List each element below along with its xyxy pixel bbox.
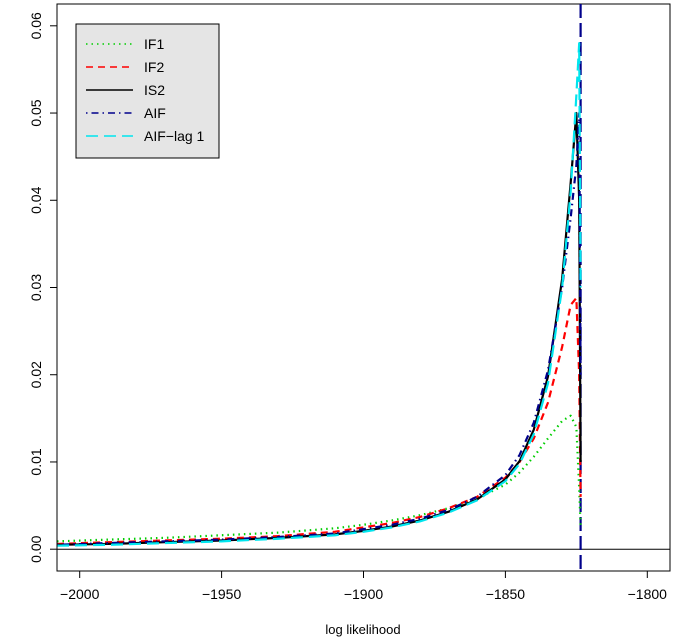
y-tick-label: 0.00 bbox=[28, 535, 44, 562]
series-line-4 bbox=[57, 111, 582, 546]
legend-label: IF2 bbox=[144, 59, 164, 75]
x-tick-label: −1900 bbox=[344, 586, 384, 602]
reference-lines bbox=[57, 4, 670, 571]
y-tick-label: 0.01 bbox=[28, 448, 44, 475]
series-line-2 bbox=[57, 296, 582, 546]
series-line-3 bbox=[57, 111, 582, 546]
x-tick-label: −1950 bbox=[202, 586, 242, 602]
legend-label: IS2 bbox=[144, 82, 165, 98]
legend-label: AIF−lag 1 bbox=[144, 128, 205, 144]
series-line-5 bbox=[57, 42, 582, 547]
y-tick-label: 0.02 bbox=[28, 361, 44, 388]
x-tick-label: −2000 bbox=[60, 586, 100, 602]
x-axis-title: log likelihood bbox=[325, 622, 400, 637]
y-tick-label: 0.05 bbox=[28, 99, 44, 126]
legend-label: AIF bbox=[144, 105, 166, 121]
x-tick-label: −1800 bbox=[628, 586, 668, 602]
legend-box bbox=[75, 23, 220, 159]
y-axis: 0.00 0.01 0.02 0.03 0.04 0.05 0.06 bbox=[28, 12, 58, 563]
y-tick-label: 0.06 bbox=[28, 12, 44, 39]
y-tick-label: 0.03 bbox=[28, 274, 44, 301]
y-tick-label: 0.04 bbox=[28, 186, 44, 213]
x-tick-label: −1850 bbox=[486, 586, 526, 602]
legend-label: IF1 bbox=[144, 36, 164, 52]
x-axis: −2000 −1950 −1900 −1850 −1800 bbox=[60, 570, 668, 602]
legend: IF1 IF2 IS2 AIF AIF−lag 1 bbox=[75, 23, 220, 159]
series-layer bbox=[57, 42, 582, 547]
